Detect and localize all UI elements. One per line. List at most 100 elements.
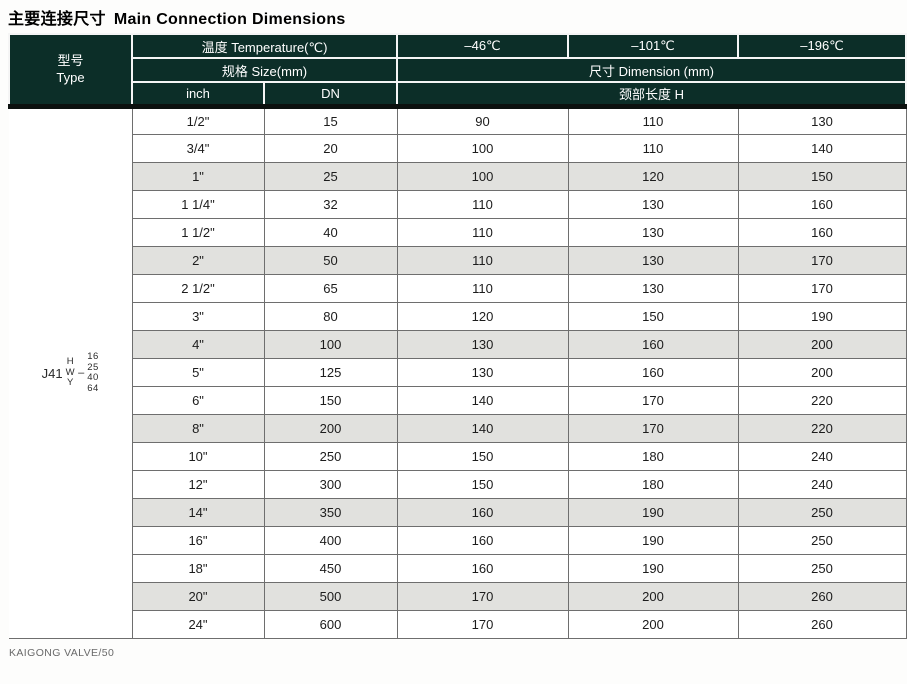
table-row: 8" 200 140 170 220 xyxy=(9,413,907,443)
cell-dn: 500 xyxy=(263,581,398,611)
cell-h-minus46: 110 xyxy=(396,189,569,219)
cell-inch: 12" xyxy=(131,469,265,499)
cell-inch: 1 1/4" xyxy=(131,189,265,219)
cell-inch: 3/4" xyxy=(131,133,265,163)
cell-h-minus46: 160 xyxy=(396,525,569,555)
table-row: 20" 500 170 200 260 xyxy=(9,581,907,611)
page-title-en: Main Connection Dimensions xyxy=(113,11,346,28)
designation-letter: W xyxy=(65,366,76,378)
header-dn: DN xyxy=(262,81,399,109)
cell-inch: 14" xyxy=(131,497,265,527)
designation-number: 40 xyxy=(87,372,99,383)
type-designation-cell: J41 H W Y –16 25 40 64 xyxy=(9,106,133,639)
cell-h-minus196: 130 xyxy=(737,105,907,135)
cell-h-minus46: 130 xyxy=(396,329,569,359)
cell-h-minus196: 240 xyxy=(737,441,907,471)
cell-dn: 125 xyxy=(263,357,398,387)
designation-number: 64 xyxy=(87,382,99,394)
cell-h-minus196: 170 xyxy=(737,245,907,275)
cell-h-minus196: 150 xyxy=(737,161,907,191)
cell-inch: 2 1/2" xyxy=(131,273,265,303)
cell-dn: 150 xyxy=(263,385,398,415)
cell-h-minus196: 160 xyxy=(737,189,907,219)
table-row: 2" 50 110 130 170 xyxy=(9,245,907,275)
table-row: J41 H W Y –16 25 40 64 1/2" 15 90 110 130 xyxy=(9,105,907,639)
cell-h-minus46: 110 xyxy=(396,273,569,303)
table-row: 1 1/2" 40 110 130 160 xyxy=(9,217,907,247)
designation-prefix: J41 xyxy=(41,365,63,381)
cell-h-minus196: 190 xyxy=(737,301,907,331)
table-row: 4" 100 130 160 200 xyxy=(9,329,907,359)
header-size: 规格 Size(mm) xyxy=(130,57,399,83)
designation-number: 25 xyxy=(87,361,99,373)
page-title: 主要连接尺寸 Main Connection Dimensions xyxy=(8,5,907,29)
cell-dn: 400 xyxy=(263,525,398,555)
cell-inch: 10" xyxy=(131,441,265,471)
cell-h-minus101: 170 xyxy=(567,385,739,415)
header-temp-minus46: –46℃ xyxy=(396,33,570,59)
table-row: 6" 150 140 170 220 xyxy=(9,385,907,415)
cell-h-minus196: 240 xyxy=(737,469,907,499)
cell-h-minus101: 190 xyxy=(567,497,739,527)
page-title-zh: 主要连接尺寸 xyxy=(8,11,106,28)
cell-h-minus46: 130 xyxy=(396,357,569,387)
designation-numbers: 16 25 40 64 xyxy=(87,351,99,394)
cell-h-minus196: 260 xyxy=(737,581,907,611)
cell-h-minus196: 140 xyxy=(737,133,907,163)
cell-h-minus101: 130 xyxy=(567,273,739,303)
cell-inch: 18" xyxy=(131,553,265,583)
cell-h-minus196: 200 xyxy=(737,357,907,387)
cell-h-minus101: 190 xyxy=(567,553,739,583)
designation-number: 16 xyxy=(87,351,99,362)
cell-h-minus196: 200 xyxy=(737,329,907,359)
cell-inch: 1" xyxy=(131,161,265,191)
table-row: 5" 125 130 160 200 xyxy=(9,357,907,387)
cell-h-minus101: 200 xyxy=(567,609,739,639)
cell-dn: 20 xyxy=(263,133,398,163)
table-row: 2 1/2" 65 110 130 170 xyxy=(9,273,907,303)
cell-h-minus101: 120 xyxy=(567,161,739,191)
cell-inch: 3" xyxy=(131,301,265,331)
cell-inch: 24" xyxy=(131,609,265,639)
header-temperature: 温度 Temperature(℃) xyxy=(130,33,399,59)
table-row: 18" 450 160 190 250 xyxy=(9,553,907,583)
cell-h-minus46: 110 xyxy=(396,245,569,275)
designation-letter: Y xyxy=(66,377,74,389)
cell-h-minus196: 220 xyxy=(737,385,907,415)
table-row: 3/4" 20 100 110 140 xyxy=(9,133,907,163)
cell-dn: 300 xyxy=(263,469,398,499)
cell-dn: 65 xyxy=(263,273,398,303)
table-header: 型号 Type 温度 Temperature(℃) –46℃ –101℃ –19… xyxy=(8,33,907,109)
cell-h-minus101: 180 xyxy=(567,441,739,471)
table-body: J41 H W Y –16 25 40 64 1/2" 15 90 110 130 3/4" 20 100 11… xyxy=(9,105,907,639)
cell-h-minus196: 220 xyxy=(737,413,907,443)
cell-dn: 40 xyxy=(263,217,398,247)
cell-h-minus196: 260 xyxy=(737,609,907,639)
type-designation: J41 H W Y –16 25 40 64 xyxy=(9,351,132,394)
header-dimension: 尺寸 Dimension (mm) xyxy=(396,57,907,83)
cell-dn: 250 xyxy=(263,441,398,471)
cell-inch: 8" xyxy=(131,413,265,443)
cell-h-minus46: 110 xyxy=(396,217,569,247)
cell-h-minus101: 130 xyxy=(567,189,739,219)
cell-inch: 16" xyxy=(131,525,265,555)
header-type-en: Type xyxy=(56,70,85,86)
cell-h-minus46: 160 xyxy=(396,553,569,583)
cell-h-minus46: 90 xyxy=(396,105,569,135)
cell-h-minus196: 250 xyxy=(737,525,907,555)
cell-inch: 4" xyxy=(131,329,265,359)
cell-inch: 2" xyxy=(131,245,265,275)
cell-h-minus196: 250 xyxy=(737,553,907,583)
cell-h-minus46: 170 xyxy=(396,581,569,611)
table-row: 1" 25 100 120 150 xyxy=(9,161,907,191)
header-type-zh: 型号 xyxy=(57,53,84,69)
header-neck-length: 颈部长度 H xyxy=(396,81,907,109)
cell-h-minus196: 170 xyxy=(737,273,907,303)
table-row: 12" 300 150 180 240 xyxy=(9,469,907,499)
cell-inch: 1 1/2" xyxy=(131,217,265,247)
cell-inch: 1/2" xyxy=(131,105,265,135)
table-row: 10" 250 150 180 240 xyxy=(9,441,907,471)
cell-h-minus101: 150 xyxy=(567,301,739,331)
table-row: 24" 600 170 200 260 xyxy=(9,609,907,639)
table-row: 14" 350 160 190 250 xyxy=(9,497,907,527)
